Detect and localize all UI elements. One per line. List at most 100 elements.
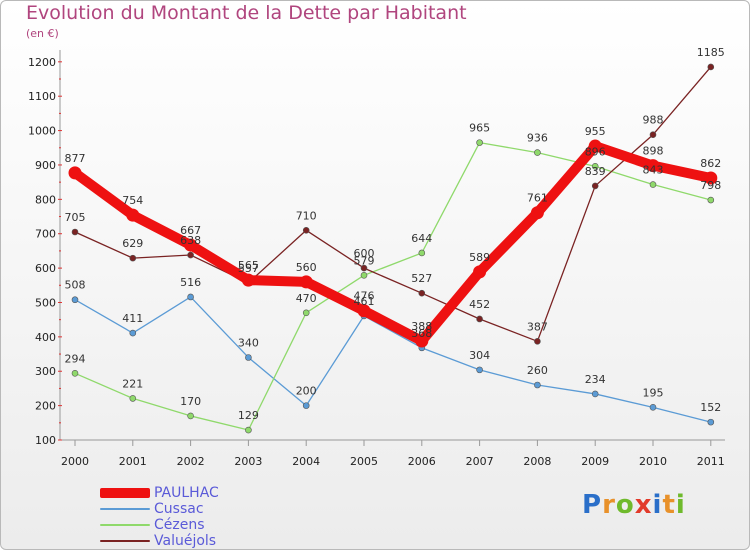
data-label: 565 <box>238 259 259 272</box>
y-tick-label: 300 <box>35 365 56 378</box>
data-point <box>357 304 371 318</box>
x-tick-label: 2007 <box>466 455 494 468</box>
legend-swatch <box>100 524 150 526</box>
chart-subtitle: (en €) <box>26 27 59 40</box>
series-line <box>74 66 712 342</box>
series-line <box>74 141 712 431</box>
data-point <box>299 275 313 289</box>
data-label: 260 <box>527 364 548 377</box>
x-tick-label: 2011 <box>697 455 725 468</box>
y-tick-label: 700 <box>35 228 56 241</box>
data-label: 965 <box>469 122 490 135</box>
data-label: 234 <box>585 373 606 386</box>
data-point <box>187 412 194 420</box>
y-tick-label: 600 <box>35 262 56 275</box>
chart-title: Evolution du Montant de la Dette par Hab… <box>26 2 467 24</box>
data-label: 200 <box>296 385 317 398</box>
legend-label: Cussac <box>154 501 204 517</box>
series-line <box>74 296 712 423</box>
data-label: 644 <box>411 232 432 245</box>
data-label: 476 <box>354 290 375 303</box>
data-label: 461 <box>354 295 375 308</box>
data-point <box>649 404 657 411</box>
data-label: 170 <box>180 395 201 408</box>
data-point <box>473 265 487 279</box>
legend-swatch <box>100 488 150 498</box>
data-label: 368 <box>411 327 432 340</box>
legend-label: Valuéjols <box>154 533 217 549</box>
data-point <box>588 139 602 153</box>
data-label: 936 <box>527 132 548 145</box>
data-label: 129 <box>238 409 259 422</box>
data-label: 705 <box>65 211 86 224</box>
data-label: 388 <box>411 320 432 333</box>
series-layer <box>68 63 718 434</box>
data-point <box>71 296 79 304</box>
logo-letter: o <box>615 490 635 520</box>
data-label: 221 <box>122 377 143 390</box>
data-point <box>302 226 310 234</box>
legend-swatch <box>100 508 150 510</box>
series-line <box>70 141 716 346</box>
data-point <box>649 181 657 188</box>
data-label: 387 <box>527 320 548 333</box>
series-cussac <box>71 293 715 426</box>
data-point <box>126 208 140 222</box>
x-tick-label: 2006 <box>408 455 436 468</box>
legend-label: PAULHAC <box>154 485 219 501</box>
data-point <box>129 329 137 337</box>
data-label: 304 <box>469 349 490 362</box>
data-label: 843 <box>643 164 664 177</box>
data-point <box>129 254 137 262</box>
data-point <box>476 315 483 323</box>
legend-item: PAULHAC <box>100 485 219 501</box>
data-label: 761 <box>527 192 548 205</box>
y-tick-label: 1100 <box>28 90 56 103</box>
data-point <box>704 171 718 185</box>
data-point <box>476 139 483 146</box>
data-label: 896 <box>585 145 606 158</box>
data-point <box>707 418 715 426</box>
data-point <box>184 238 198 252</box>
legend-item: Cézens <box>100 517 219 533</box>
data-label: 955 <box>585 125 606 138</box>
data-point <box>71 228 79 236</box>
data-label: 152 <box>700 401 721 414</box>
data-label: 527 <box>411 272 432 285</box>
data-point <box>418 249 426 257</box>
x-tick-label: 2010 <box>639 455 667 468</box>
data-label: 710 <box>296 209 317 222</box>
data-label: 839 <box>585 165 606 178</box>
data-point <box>649 131 657 139</box>
x-tick-label: 2001 <box>119 455 147 468</box>
data-point <box>530 206 544 220</box>
y-tick-label: 500 <box>35 296 56 309</box>
data-point <box>302 402 310 409</box>
logo-letter: x <box>634 490 653 520</box>
data-label: 452 <box>469 298 490 311</box>
data-label: 340 <box>238 336 259 349</box>
x-tick-label: 2009 <box>581 455 609 468</box>
data-label: 195 <box>643 386 664 399</box>
logo-letter: i <box>675 490 686 520</box>
data-point <box>707 63 715 71</box>
chart-axes: 100 200 300 400 500 600 700 800 900 1000 1100 1200 2… <box>28 50 725 468</box>
proxiti-logo: Proxiti <box>582 490 686 520</box>
data-label: 638 <box>180 234 201 247</box>
data-label: 862 <box>700 157 721 170</box>
y-tick-label: 1200 <box>28 56 56 69</box>
series-valujols <box>71 63 715 345</box>
data-point <box>241 273 255 287</box>
data-point <box>415 334 429 348</box>
series-czens <box>71 139 715 434</box>
logo-letter: r <box>602 490 616 520</box>
data-point <box>360 272 368 279</box>
data-point <box>534 149 541 156</box>
data-point <box>187 293 194 301</box>
data-label: 516 <box>180 276 201 289</box>
data-label: 988 <box>643 114 664 127</box>
chart-legend: PAULHAC Cussac Cézens Valuéjols <box>100 485 219 549</box>
data-point <box>646 159 660 173</box>
